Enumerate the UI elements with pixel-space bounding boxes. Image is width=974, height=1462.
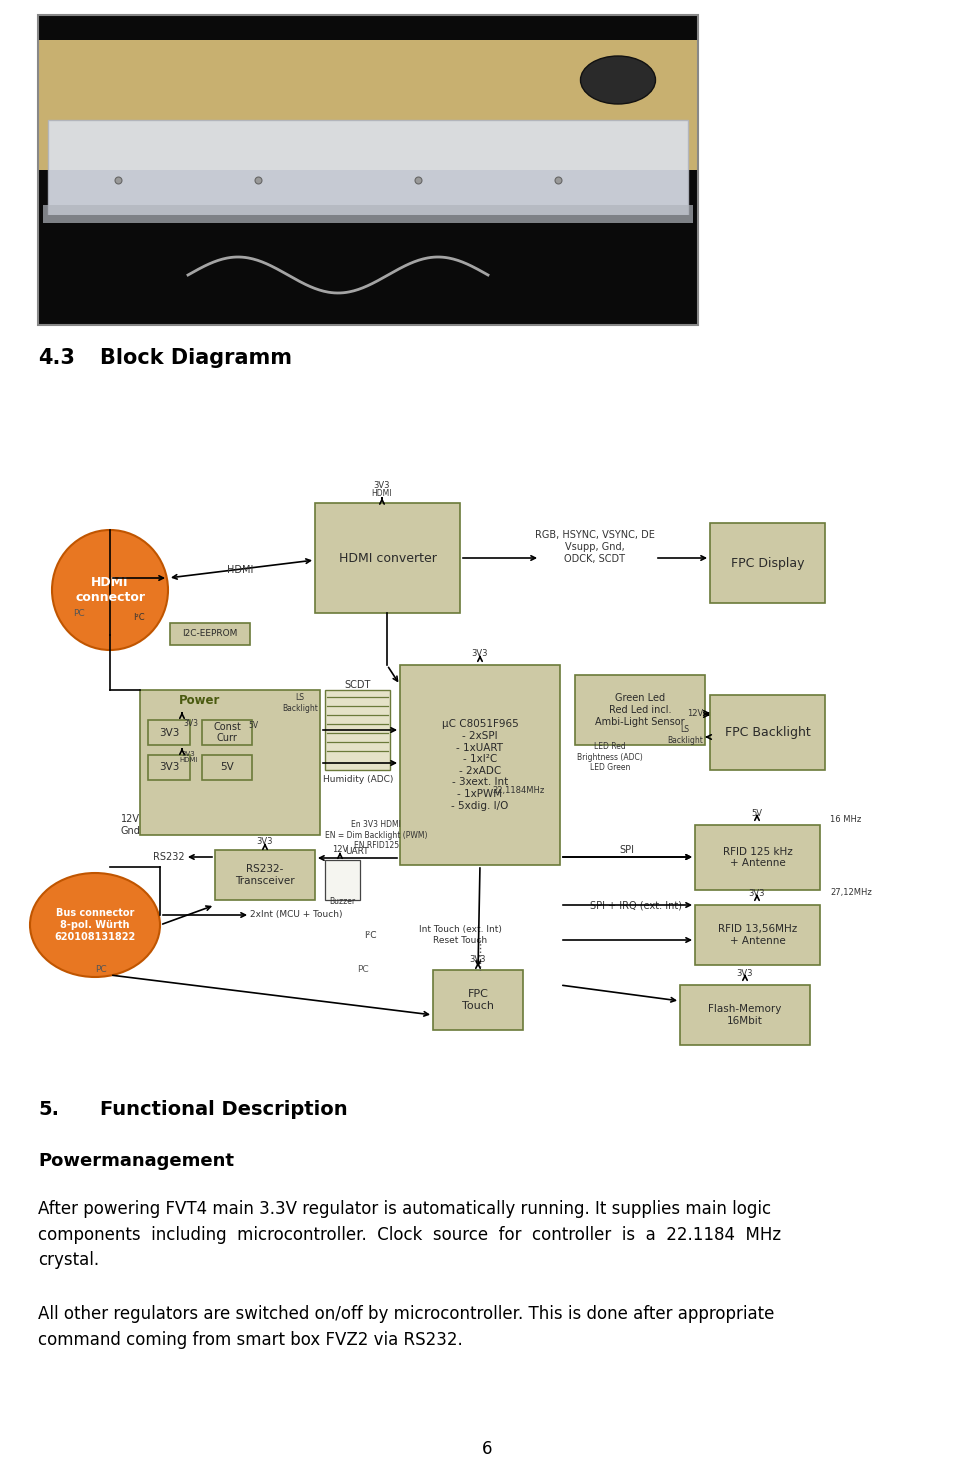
Bar xyxy=(38,15,698,325)
Text: After powering FVT4 main 3.3V regulator is automatically running. It supplies ma: After powering FVT4 main 3.3V regulator … xyxy=(38,1200,781,1269)
Text: 4.3: 4.3 xyxy=(38,348,75,368)
Text: 5.: 5. xyxy=(38,1099,59,1118)
Text: I²C: I²C xyxy=(363,930,376,940)
Text: Functional Description: Functional Description xyxy=(100,1099,348,1118)
Text: 5V: 5V xyxy=(247,721,258,730)
Text: 3V3: 3V3 xyxy=(736,968,753,978)
Text: En 3V3 HDMI
EN = Dim Backlight (PWM)
EN RFID125: En 3V3 HDMI EN = Dim Backlight (PWM) EN … xyxy=(325,820,428,849)
Bar xyxy=(202,754,252,781)
Text: HDMI converter: HDMI converter xyxy=(339,551,436,564)
Text: HDMI: HDMI xyxy=(227,564,253,575)
Bar xyxy=(148,754,190,781)
Text: RFID 125 kHz
+ Antenne: RFID 125 kHz + Antenne xyxy=(723,846,793,868)
Text: Const
Curr: Const Curr xyxy=(213,722,241,743)
Bar xyxy=(433,969,523,1031)
Bar xyxy=(43,205,693,224)
Text: SCDT: SCDT xyxy=(345,680,371,690)
Text: SPI + IRQ (ext. Int): SPI + IRQ (ext. Int) xyxy=(590,901,682,909)
Text: Flash-Memory
16Mbit: Flash-Memory 16Mbit xyxy=(708,1004,782,1026)
Ellipse shape xyxy=(581,56,656,104)
Bar xyxy=(148,719,190,746)
Text: 3V3: 3V3 xyxy=(749,889,766,898)
Bar xyxy=(140,690,320,835)
Bar xyxy=(400,665,560,866)
Ellipse shape xyxy=(52,531,168,651)
Text: FPC
Touch: FPC Touch xyxy=(462,990,494,1010)
Text: 3V3: 3V3 xyxy=(159,728,179,737)
Text: μC C8051F965
- 2xSPI
- 1xUART
- 1xI²C
- 2xADC
- 3xext. Int
- 1xPWM
- 5xdig. I/O: μC C8051F965 - 2xSPI - 1xUART - 1xI²C - … xyxy=(441,719,518,810)
Text: SPI: SPI xyxy=(619,845,634,855)
Text: FPC Backlight: FPC Backlight xyxy=(725,727,810,738)
Bar xyxy=(325,690,390,770)
Text: 5V: 5V xyxy=(752,808,763,817)
Text: PC: PC xyxy=(357,965,369,975)
Text: PC: PC xyxy=(73,608,85,617)
Text: 3V3: 3V3 xyxy=(469,956,486,965)
Bar xyxy=(695,825,820,890)
Text: 22,1184MHz: 22,1184MHz xyxy=(492,785,544,794)
Text: I²C: I²C xyxy=(133,613,145,621)
Text: Bus connector
8-pol. Würth
620108131822: Bus connector 8-pol. Würth 620108131822 xyxy=(55,908,135,942)
Text: 5V: 5V xyxy=(220,763,234,772)
Text: 6: 6 xyxy=(482,1440,492,1458)
Bar xyxy=(38,215,698,325)
Bar xyxy=(215,849,315,901)
Bar xyxy=(170,623,250,645)
Text: 3V3: 3V3 xyxy=(471,649,488,658)
Text: RGB, HSYNC, VSYNC, DE
Vsupp, Gnd,
ODCK, SCDT: RGB, HSYNC, VSYNC, DE Vsupp, Gnd, ODCK, … xyxy=(535,531,655,563)
Bar xyxy=(48,120,688,215)
Bar xyxy=(680,985,810,1045)
Bar xyxy=(575,675,705,746)
Bar xyxy=(325,860,360,901)
Text: 3V3: 3V3 xyxy=(183,718,198,728)
Text: RFID 13,56MHz
+ Antenne: RFID 13,56MHz + Antenne xyxy=(718,924,797,946)
Text: LS
Backlight: LS Backlight xyxy=(282,693,318,712)
Text: RS232-
Transceiver: RS232- Transceiver xyxy=(235,864,295,886)
Text: All other regulators are switched on/off by microcontroller. This is done after : All other regulators are switched on/off… xyxy=(38,1306,774,1349)
Text: 27,12MHz: 27,12MHz xyxy=(830,889,872,898)
Bar xyxy=(202,719,252,746)
Text: HDMI: HDMI xyxy=(372,490,393,499)
Text: LS
Backlight: LS Backlight xyxy=(667,725,703,744)
Bar xyxy=(710,694,825,770)
Text: Int Touch (ext. Int)
Reset Touch: Int Touch (ext. Int) Reset Touch xyxy=(419,925,502,944)
Text: 3V3: 3V3 xyxy=(159,763,179,772)
Text: Buzzer: Buzzer xyxy=(329,898,356,906)
Bar xyxy=(710,523,825,602)
Text: FPC Display: FPC Display xyxy=(730,557,805,570)
Text: 3V3: 3V3 xyxy=(374,481,391,490)
Text: Humidity (ADC): Humidity (ADC) xyxy=(322,775,393,785)
Ellipse shape xyxy=(30,873,160,977)
Text: PC: PC xyxy=(95,965,106,975)
Bar xyxy=(695,905,820,965)
Text: 2xInt (MCU + Touch): 2xInt (MCU + Touch) xyxy=(250,911,343,920)
Text: 3V3
HDMI: 3V3 HDMI xyxy=(179,750,198,763)
Text: RS232: RS232 xyxy=(153,852,185,863)
Text: 12V: 12V xyxy=(687,709,703,718)
Text: UART: UART xyxy=(345,846,369,855)
Text: 12V: 12V xyxy=(332,845,348,854)
Text: Block Diagramm: Block Diagramm xyxy=(100,348,292,368)
Bar xyxy=(38,39,698,170)
Text: 3V3: 3V3 xyxy=(257,838,274,846)
Bar xyxy=(38,15,698,325)
Text: HDMI
connector: HDMI connector xyxy=(75,576,145,604)
Text: Green Led
Red Led incl.
Ambi-Light Sensor: Green Led Red Led incl. Ambi-Light Senso… xyxy=(595,693,685,727)
Text: Powermanagement: Powermanagement xyxy=(38,1152,234,1170)
Text: 12V
Gnd: 12V Gnd xyxy=(120,814,140,836)
Text: Power: Power xyxy=(179,693,221,706)
Text: 16 MHz: 16 MHz xyxy=(830,816,861,825)
Text: LED Red
Brightness (ADC)
LED Green: LED Red Brightness (ADC) LED Green xyxy=(577,743,643,772)
Bar xyxy=(315,503,460,613)
Text: I2C-EEPROM: I2C-EEPROM xyxy=(182,630,238,639)
